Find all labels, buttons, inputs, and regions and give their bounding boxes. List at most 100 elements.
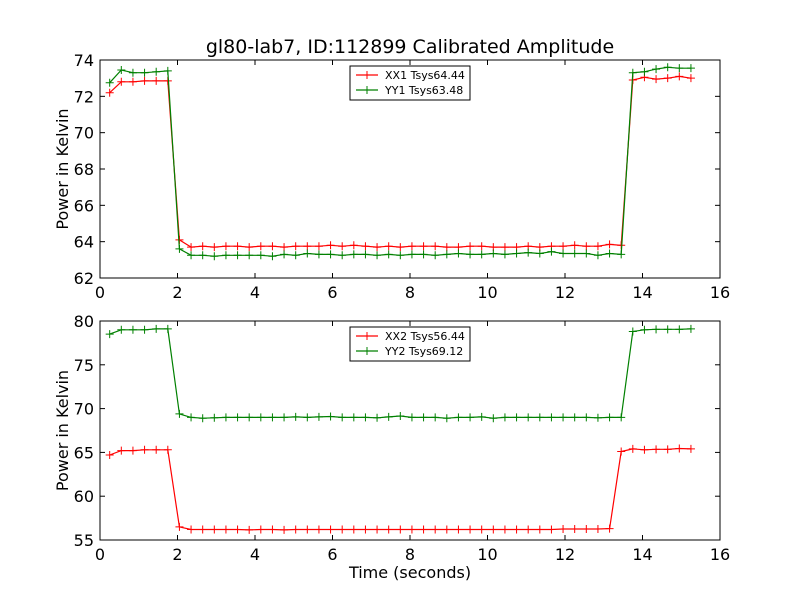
data-point	[140, 325, 149, 334]
data-point	[419, 413, 428, 422]
x-tick-label: 16	[710, 545, 730, 564]
data-point	[559, 525, 568, 534]
data-point	[303, 242, 312, 251]
y-tick-label: 65	[74, 443, 94, 462]
data-point	[105, 88, 114, 97]
data-point	[233, 242, 242, 251]
data-point	[500, 250, 509, 259]
data-point	[686, 444, 695, 453]
data-point	[361, 242, 370, 251]
data-point	[419, 525, 428, 534]
data-point	[280, 525, 289, 534]
data-point	[570, 249, 579, 258]
data-point	[349, 250, 358, 259]
data-point	[524, 413, 533, 422]
data-point	[431, 525, 440, 534]
legend: XX1 Tsys64.44 YY1 Tsys63.48	[349, 65, 471, 101]
x-tick-label: 2	[172, 283, 182, 302]
data-point	[314, 250, 323, 259]
data-point	[524, 525, 533, 534]
data-point	[431, 242, 440, 251]
data-point	[280, 250, 289, 259]
data-point	[175, 244, 184, 253]
data-point	[663, 325, 672, 334]
data-point	[593, 251, 602, 260]
data-point	[407, 413, 416, 422]
data-point	[652, 445, 661, 454]
data-point	[163, 66, 172, 75]
data-point	[198, 251, 207, 260]
x-tick-label: 2	[172, 545, 182, 564]
data-point	[338, 413, 347, 422]
data-point	[187, 243, 196, 252]
y-tick-label: 60	[74, 487, 94, 506]
data-point	[500, 525, 509, 534]
data-point	[535, 249, 544, 258]
data-point	[489, 414, 498, 423]
data-point	[640, 445, 649, 454]
x-tick-label: 6	[327, 545, 337, 564]
data-point	[187, 525, 196, 534]
data-point	[675, 64, 684, 73]
data-point	[361, 413, 370, 422]
data-point	[314, 525, 323, 534]
data-point	[663, 63, 672, 72]
data-point	[500, 243, 509, 252]
data-point	[442, 414, 451, 423]
data-point	[640, 325, 649, 334]
data-point	[291, 412, 300, 421]
data-point	[221, 251, 230, 260]
legend-box	[349, 326, 471, 362]
data-point	[152, 76, 161, 85]
data-point	[652, 65, 661, 74]
data-point	[524, 248, 533, 257]
y-tick-label: 62	[74, 269, 94, 288]
data-point	[663, 74, 672, 83]
x-tick-label: 8	[405, 283, 415, 302]
data-point	[303, 525, 312, 534]
data-point	[570, 413, 579, 422]
data-point	[686, 324, 695, 333]
data-point	[140, 445, 149, 454]
data-point	[128, 68, 137, 77]
x-tick-label: 10	[477, 545, 497, 564]
data-point	[280, 243, 289, 252]
data-point	[500, 413, 509, 422]
data-point	[617, 447, 626, 456]
data-point	[291, 251, 300, 260]
x-tick-label: 14	[632, 545, 652, 564]
x-tick-label: 6	[327, 283, 337, 302]
data-point	[152, 324, 161, 333]
data-point	[547, 413, 556, 422]
data-point	[256, 525, 265, 534]
x-tick-label: 10	[477, 283, 497, 302]
figure-title: gl80-lab7, ID:112899 Calibrated Amplitud…	[206, 36, 614, 58]
x-tick-label: 0	[95, 545, 105, 564]
y-tick-label: 74	[74, 51, 94, 70]
data-point	[675, 444, 684, 453]
data-point	[256, 242, 265, 251]
legend-marker	[363, 347, 371, 355]
data-point	[361, 250, 370, 259]
data-point	[663, 445, 672, 454]
y-tick-label: 64	[74, 233, 94, 252]
data-point	[338, 242, 347, 251]
data-point	[686, 64, 695, 73]
data-point	[582, 525, 591, 534]
data-point	[466, 242, 475, 251]
data-point	[582, 242, 591, 251]
data-point	[477, 250, 486, 259]
data-point	[628, 327, 637, 336]
legend-marker	[363, 332, 371, 340]
data-point	[593, 413, 602, 422]
data-point	[303, 249, 312, 258]
data-point	[466, 525, 475, 534]
data-point	[535, 413, 544, 422]
data-point	[547, 247, 556, 256]
y-tick-label: 75	[74, 356, 94, 375]
data-point	[291, 525, 300, 534]
data-point	[466, 413, 475, 422]
data-point	[559, 242, 568, 251]
data-point	[605, 524, 614, 533]
